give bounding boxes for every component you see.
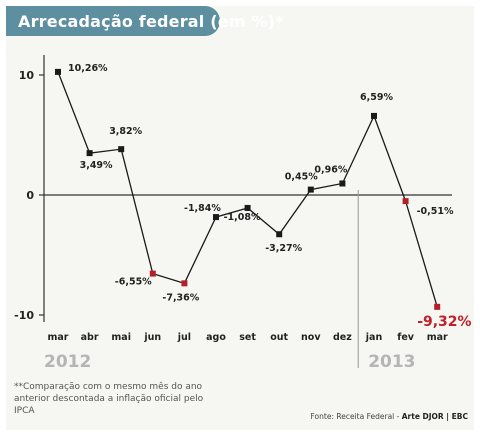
x-tick-label: out	[270, 332, 288, 343]
data-label: 10,26%	[68, 63, 108, 74]
source-prefix: Fonte: Receita Federal -	[310, 412, 402, 421]
data-label: -1,84%	[184, 203, 221, 214]
x-tick-label: mar	[48, 332, 69, 343]
x-tick-label: mai	[111, 332, 131, 343]
data-label: 6,59%	[360, 92, 393, 103]
chart-title: Arrecadação federal (em %)*	[18, 12, 284, 31]
source-credit-name: Arte DJOR | EBC	[401, 412, 468, 421]
x-tick-label: dez	[333, 332, 352, 343]
data-point	[86, 150, 93, 157]
chart-background	[6, 6, 474, 430]
data-point	[434, 303, 441, 310]
data-label: 0,96%	[314, 164, 347, 175]
data-label: 3,49%	[80, 160, 113, 171]
year-label: 2012	[44, 352, 91, 372]
data-label: -1,08%	[224, 212, 261, 223]
footnote: **Comparação com o mesmo mês do ano ante…	[14, 382, 204, 416]
data-point	[55, 68, 61, 75]
data-point	[118, 146, 125, 153]
data-point	[339, 180, 346, 187]
data-label: -6,55%	[115, 277, 152, 288]
data-line	[57, 71, 438, 308]
x-tick-label: set	[239, 332, 256, 343]
data-label: -9,32%	[417, 314, 471, 330]
data-point	[307, 186, 314, 193]
y-tick-label: 10	[19, 69, 35, 82]
data-point	[276, 231, 283, 238]
y-tick-label: 0	[26, 189, 34, 202]
data-point	[244, 204, 251, 211]
x-tick-label: nov	[301, 332, 321, 343]
x-tick-label: abr	[81, 332, 99, 343]
data-point	[149, 270, 156, 277]
x-tick-label: jun	[143, 332, 161, 343]
data-point	[213, 214, 219, 221]
x-tick-label: mar	[427, 332, 448, 343]
x-tick-label: jul	[177, 332, 191, 343]
data-point	[402, 198, 409, 205]
x-tick-label: ago	[206, 332, 226, 343]
data-point	[371, 112, 377, 119]
data-point	[181, 280, 188, 287]
x-tick-label: jan	[365, 332, 383, 343]
title-banner: Arrecadação federal (em %)*	[6, 6, 284, 36]
x-tick-label: fev	[397, 332, 415, 343]
data-label: -0,51%	[417, 206, 454, 217]
data-label: -3,27%	[265, 243, 302, 254]
year-label: 2013	[368, 352, 415, 372]
source-credit: Fonte: Receita Federal - Arte DJOR | EBC	[311, 412, 468, 421]
data-label: 0,45%	[285, 172, 318, 183]
data-label: 3,82%	[109, 126, 142, 137]
y-tick-label: -10	[14, 309, 34, 322]
data-label: -7,36%	[162, 292, 199, 303]
